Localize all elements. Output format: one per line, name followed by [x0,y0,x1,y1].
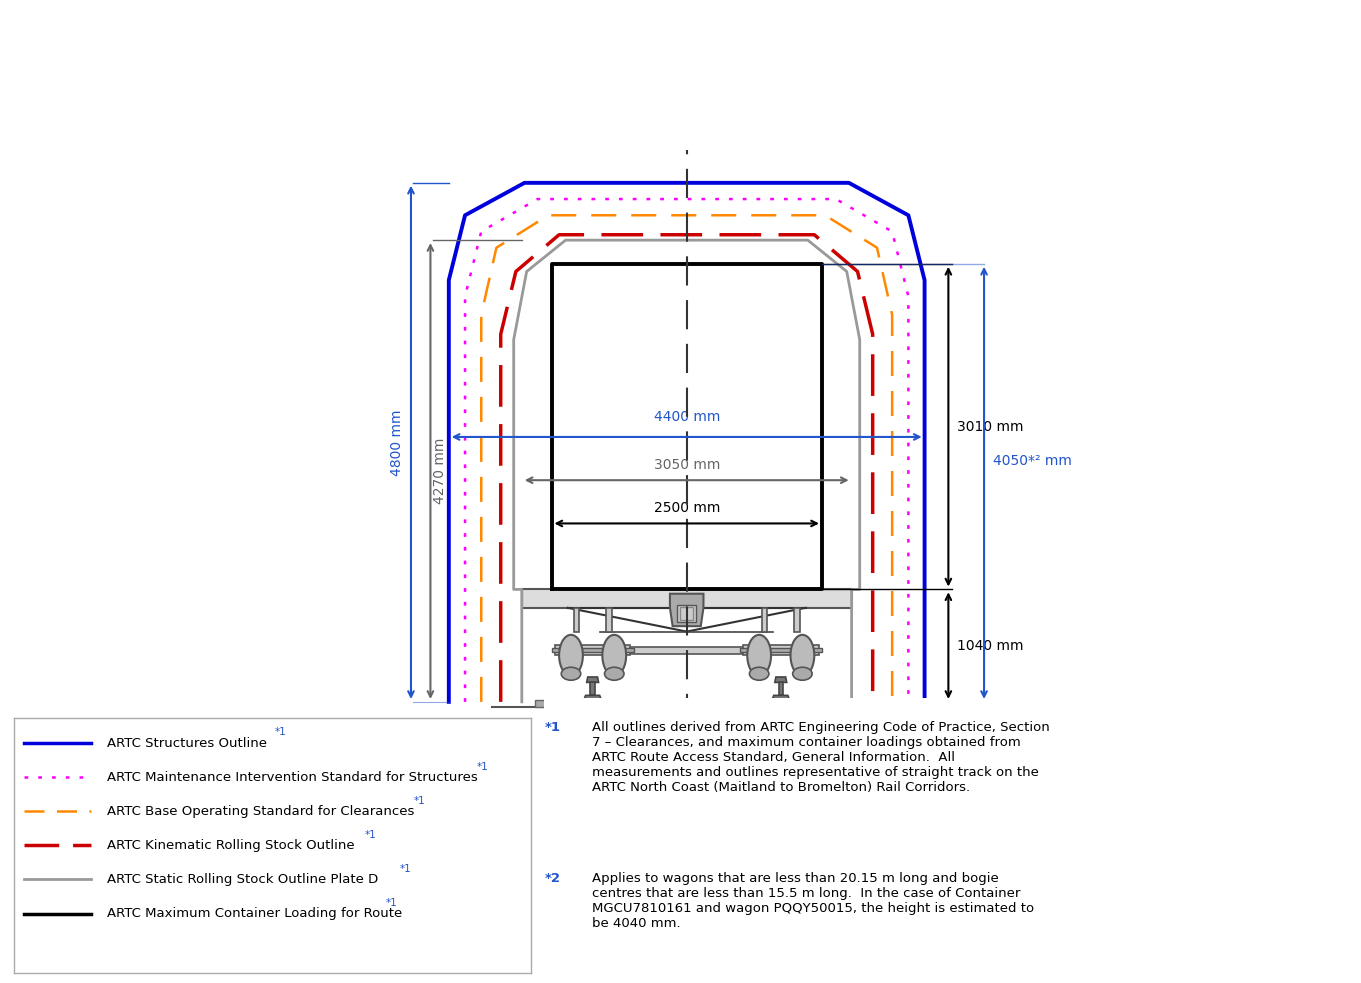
Polygon shape [778,682,783,695]
Polygon shape [770,699,792,702]
Polygon shape [587,677,599,682]
Polygon shape [606,607,611,632]
Text: Applies to wagons that are less than 20.15 m long and bogie
centres that are les: Applies to wagons that are less than 20.… [592,872,1034,930]
Polygon shape [521,590,852,607]
Text: *1: *1 [365,830,377,839]
Text: 3050 mm: 3050 mm [653,457,720,472]
Polygon shape [551,648,634,652]
Text: 4050*² mm: 4050*² mm [992,454,1071,468]
Text: 4270 mm: 4270 mm [433,437,448,504]
Polygon shape [574,607,580,632]
Text: ARTC Static Rolling Stock Outline Plate D: ARTC Static Rolling Stock Outline Plate … [106,873,382,886]
Text: All outlines derived from ARTC Engineering Code of Practice, Section
7 – Clearan: All outlines derived from ARTC Engineeri… [592,721,1049,794]
Text: *1: *1 [544,721,561,734]
Ellipse shape [791,635,814,676]
Text: *1: *1 [387,897,397,908]
Ellipse shape [604,667,623,680]
Polygon shape [795,607,800,632]
Polygon shape [600,700,644,708]
Text: *2: *2 [544,872,561,886]
Text: ARTC Base Operating Standard for Clearances: ARTC Base Operating Standard for Clearan… [106,805,418,818]
Polygon shape [666,700,708,708]
Text: 2500 mm: 2500 mm [653,500,720,515]
Ellipse shape [792,667,813,680]
Polygon shape [676,605,697,622]
Polygon shape [772,695,789,700]
Ellipse shape [559,635,583,676]
Polygon shape [568,647,806,655]
Ellipse shape [603,635,626,676]
Text: ARTC Kinematic Rolling Stock Outline: ARTC Kinematic Rolling Stock Outline [106,838,358,852]
Polygon shape [743,645,818,656]
Polygon shape [729,700,773,708]
Ellipse shape [750,667,769,680]
Text: 4400 mm: 4400 mm [653,410,720,424]
Polygon shape [591,682,595,695]
Polygon shape [670,594,704,626]
Polygon shape [762,607,768,632]
Text: *1: *1 [400,864,411,874]
Text: *1: *1 [476,762,489,772]
Text: 4800 mm: 4800 mm [389,409,404,476]
Polygon shape [774,677,787,682]
Polygon shape [795,700,838,708]
Text: 3010 mm: 3010 mm [957,420,1023,434]
Text: 1040 mm: 1040 mm [957,639,1023,653]
Polygon shape [739,648,822,652]
Text: *1: *1 [414,795,426,806]
Ellipse shape [747,635,772,676]
Polygon shape [555,645,630,656]
Ellipse shape [561,667,581,680]
Text: ARTC Maintenance Intervention Standard for Structures: ARTC Maintenance Intervention Standard f… [106,771,478,783]
Text: ARTC Structures Outline: ARTC Structures Outline [106,736,271,750]
Polygon shape [581,699,603,702]
Text: *1: *1 [275,727,286,737]
Polygon shape [584,695,602,700]
Text: ARTC Maximum Container Loading for Route: ARTC Maximum Container Loading for Route [106,907,401,920]
Polygon shape [535,700,578,708]
